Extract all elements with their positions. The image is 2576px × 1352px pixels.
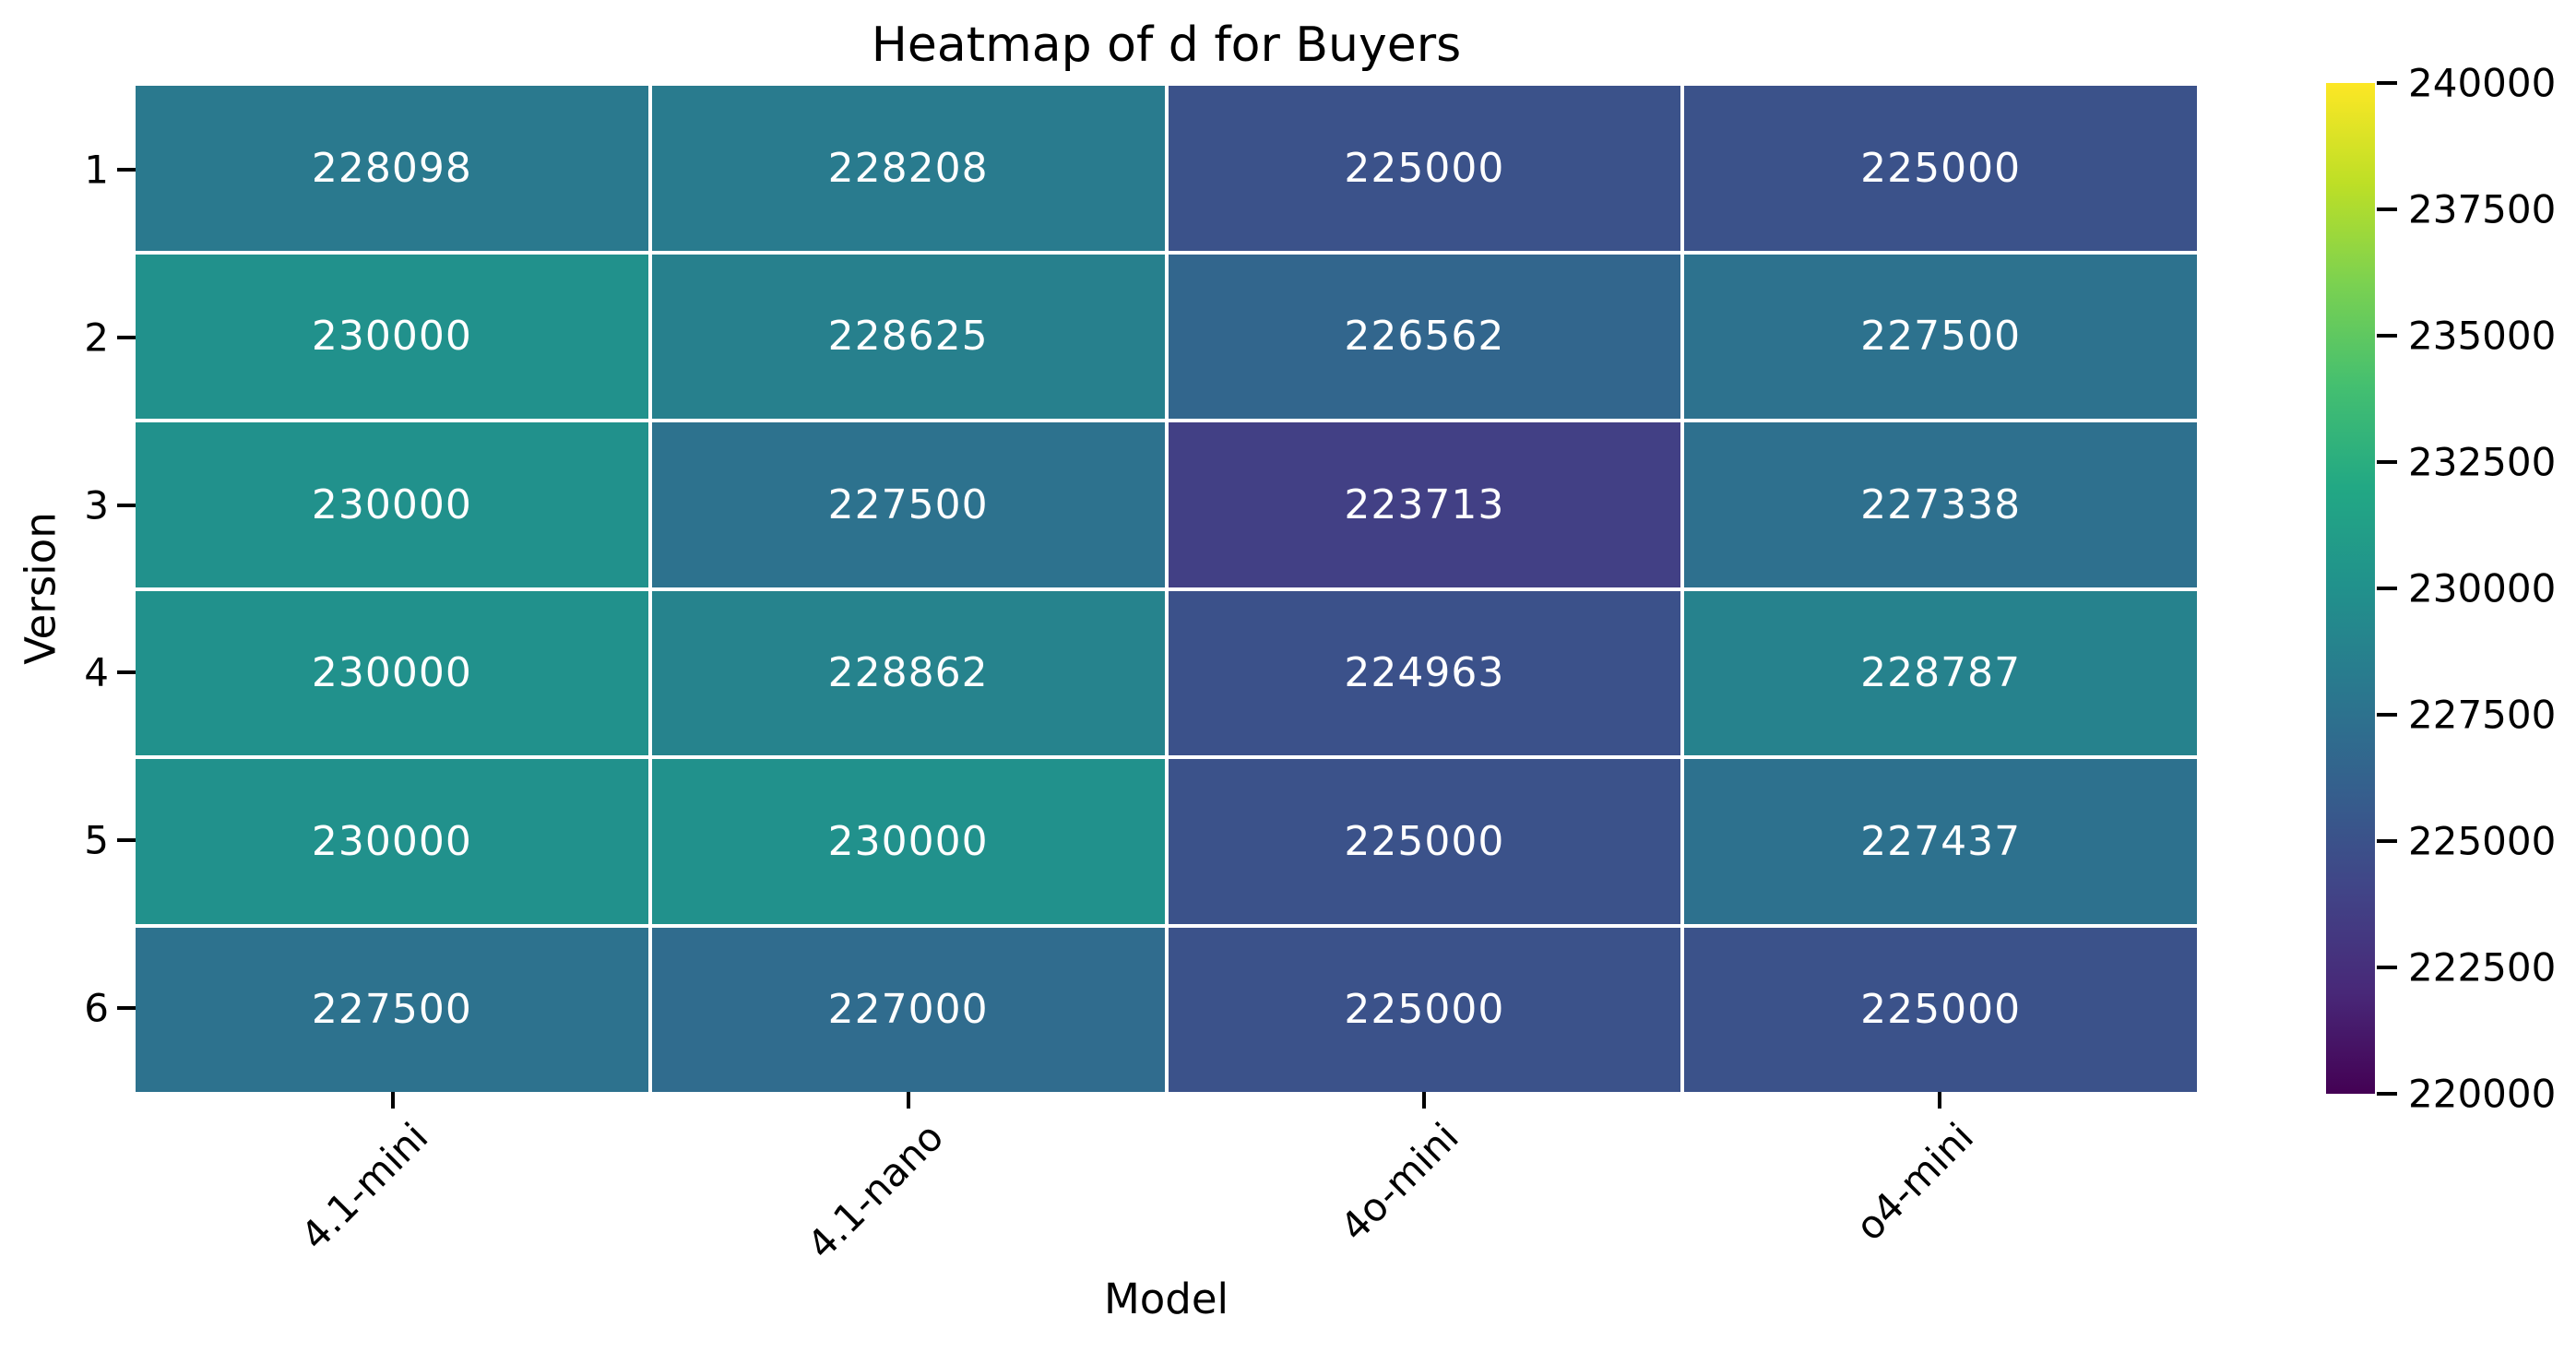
- chart-title: Heatmap of d for Buyers: [871, 18, 1462, 73]
- colorbar-tick-label: 235000: [2408, 313, 2557, 359]
- heatmap-cell: 228625: [651, 254, 1165, 419]
- heatmap-cell: 230000: [136, 759, 648, 924]
- cell-value: 230000: [827, 817, 989, 865]
- heatmap: 228098 228208 225000 225000 230000 228625 2265…: [136, 86, 2197, 1092]
- cell-value: 225000: [1860, 144, 2022, 192]
- cell-value: 227338: [1860, 480, 2022, 528]
- heatmap-cell: 225000: [1684, 927, 2197, 1092]
- x-tick-mark: [1421, 1092, 1426, 1109]
- x-tick-label: 4o-mini: [1331, 1114, 1467, 1251]
- colorbar-tick-mark: [2377, 713, 2397, 717]
- heatmap-cell: 228208: [651, 86, 1165, 251]
- y-tick-mark: [117, 167, 136, 172]
- cell-value: 225000: [1344, 817, 1505, 865]
- y-tick-mark: [117, 838, 136, 843]
- y-tick-label: 4: [84, 649, 109, 695]
- cell-value: 226562: [1344, 313, 1505, 361]
- cell-value: 230000: [311, 480, 472, 528]
- heatmap-cell: 224963: [1168, 590, 1681, 755]
- cell-value: 227437: [1860, 817, 2022, 865]
- y-tick-mark: [117, 1006, 136, 1011]
- heatmap-cell: 227000: [651, 927, 1165, 1092]
- cell-value: 227000: [827, 986, 989, 1034]
- cell-value: 230000: [311, 649, 472, 697]
- x-tick-mark: [1937, 1092, 1941, 1109]
- heatmap-cell: 227338: [1684, 422, 2197, 587]
- y-tick-label: 5: [84, 817, 109, 863]
- x-tick-label: 4.1-nano: [798, 1114, 952, 1268]
- heatmap-cell: 227500: [136, 927, 648, 1092]
- cell-value: 225000: [1344, 986, 1505, 1034]
- cell-value: 225000: [1344, 144, 1505, 192]
- y-tick-mark: [117, 670, 136, 675]
- colorbar-tick-label: 230000: [2408, 565, 2557, 611]
- heatmap-cell: 227500: [651, 422, 1165, 587]
- heatmap-cell: 223713: [1168, 422, 1681, 587]
- cell-value: 227500: [827, 480, 989, 528]
- heatmap-cell: 228787: [1684, 590, 2197, 755]
- heatmap-cell: 230000: [136, 590, 648, 755]
- colorbar-tick-mark: [2377, 460, 2397, 464]
- y-tick-mark: [117, 335, 136, 339]
- colorbar-tick-mark: [2377, 1092, 2397, 1096]
- cell-value: 230000: [311, 817, 472, 865]
- cell-value: 227500: [1860, 313, 2022, 361]
- colorbar-tick-mark: [2377, 334, 2397, 338]
- x-tick-label: o4-mini: [1846, 1114, 1983, 1250]
- cell-value: 228625: [827, 313, 989, 361]
- colorbar-tick-label: 220000: [2408, 1071, 2557, 1117]
- heatmap-cell: 227500: [1684, 254, 2197, 419]
- heatmap-cell: 228862: [651, 590, 1165, 755]
- colorbar-tick-mark: [2377, 587, 2397, 590]
- colorbar-tick-mark: [2377, 208, 2397, 211]
- y-tick-label: 3: [84, 482, 109, 528]
- x-tick-mark: [907, 1092, 911, 1109]
- y-tick-label: 2: [84, 314, 109, 361]
- heatmap-cell: 225000: [1168, 927, 1681, 1092]
- colorbar-tick-mark: [2377, 81, 2397, 85]
- colorbar-gradient: [2326, 83, 2375, 1094]
- heatmap-cell: 227437: [1684, 759, 2197, 924]
- colorbar-tick-label: 227500: [2408, 692, 2557, 738]
- heatmap-cell: 225000: [1168, 759, 1681, 924]
- cell-value: 225000: [1860, 986, 2022, 1034]
- cell-value: 228098: [311, 144, 472, 192]
- colorbar-tick-label: 222500: [2408, 944, 2557, 990]
- heatmap-cell: 225000: [1684, 86, 2197, 251]
- y-tick-label: 6: [84, 985, 109, 1031]
- y-tick-mark: [117, 503, 136, 507]
- cell-value: 228862: [827, 649, 989, 697]
- colorbar-tick-mark: [2377, 966, 2397, 969]
- cell-value: 227500: [311, 986, 472, 1034]
- colorbar-tick-label: 232500: [2408, 439, 2557, 485]
- cell-value: 230000: [311, 313, 472, 361]
- colorbar-tick-label: 225000: [2408, 818, 2557, 864]
- colorbar-tick-label: 237500: [2408, 186, 2557, 232]
- cell-value: 228208: [827, 144, 989, 192]
- x-tick-label: 4.1-mini: [291, 1114, 437, 1259]
- heatmap-cell: 230000: [136, 254, 648, 419]
- heatmap-cell: 230000: [136, 422, 648, 587]
- cell-value: 223713: [1344, 480, 1505, 528]
- colorbar-tick-label: 240000: [2408, 60, 2557, 106]
- heatmap-cell: 226562: [1168, 254, 1681, 419]
- cell-value: 228787: [1860, 649, 2022, 697]
- x-tick-mark: [391, 1092, 396, 1109]
- heatmap-cell: 225000: [1168, 86, 1681, 251]
- heatmap-cell: 228098: [136, 86, 648, 251]
- y-axis-label: Version: [16, 512, 65, 665]
- y-tick-label: 1: [84, 147, 109, 193]
- heatmap-cell: 230000: [651, 759, 1165, 924]
- cell-value: 224963: [1344, 649, 1505, 697]
- x-axis-label: Model: [1103, 1275, 1229, 1323]
- colorbar-tick-mark: [2377, 839, 2397, 843]
